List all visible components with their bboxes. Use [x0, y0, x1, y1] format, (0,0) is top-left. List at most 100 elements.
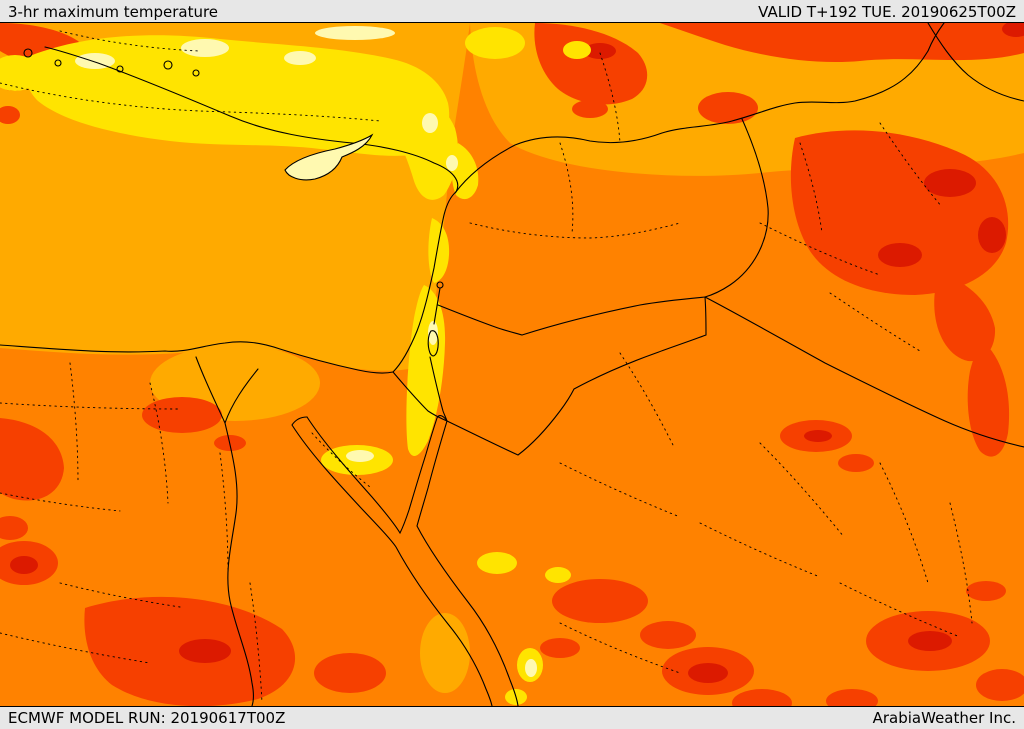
top-bar: 3-hr maximum temperature VALID T+192 TUE… — [0, 0, 1024, 23]
contour-region — [826, 689, 878, 706]
fill-layer-dark-red — [10, 23, 1024, 683]
turkish-lake — [192, 69, 200, 77]
contour-region — [314, 653, 386, 693]
dotted-boundary — [59, 30, 201, 52]
border-line — [704, 296, 1024, 448]
cyprus-island — [284, 133, 374, 181]
contour-region — [375, 78, 458, 200]
turkish-lake — [163, 60, 173, 70]
turkish-lake — [116, 65, 124, 73]
dotted-boundary — [69, 362, 79, 484]
contour-region — [422, 113, 438, 133]
contour-region — [732, 689, 792, 706]
contour-region — [534, 23, 648, 105]
contour-region — [908, 631, 952, 651]
turkish-lake — [23, 48, 33, 58]
valid-time-label: VALID T+192 TUE. 20190625T00Z — [758, 3, 1016, 21]
contour-region — [966, 581, 1006, 601]
dotted-boundary — [619, 352, 675, 448]
border-line — [521, 296, 706, 336]
contour-region — [0, 55, 40, 91]
nile-delta-river — [195, 356, 259, 706]
contour-region — [924, 169, 976, 197]
border-line — [429, 287, 448, 422]
dotted-boundary — [0, 82, 381, 122]
contour-region — [465, 27, 525, 59]
dotted-boundary — [949, 502, 973, 624]
contour-region — [477, 552, 517, 574]
map-canvas — [0, 23, 1024, 706]
contour-region — [878, 243, 922, 267]
border-line — [704, 118, 769, 298]
dotted-boundary — [149, 382, 169, 504]
contour-region — [0, 418, 64, 501]
contour-region — [24, 35, 450, 156]
red-sea-west-coastline — [291, 416, 493, 706]
contour-region — [572, 100, 608, 118]
contour-region — [540, 638, 580, 658]
contour-region — [420, 613, 470, 693]
contour-region — [428, 321, 438, 345]
contour-region — [179, 639, 231, 663]
dotted-boundary — [759, 222, 881, 276]
contour-region — [0, 106, 20, 124]
contour-region — [0, 516, 28, 540]
contour-region — [428, 218, 450, 283]
dotted-boundary — [311, 432, 371, 488]
temperature-map — [0, 23, 1024, 706]
contour-region — [804, 430, 832, 442]
contour-region — [284, 51, 316, 65]
contour-region — [446, 155, 458, 171]
dotted-boundary — [699, 522, 821, 578]
dotted-boundary — [59, 582, 181, 608]
fill-layer-yellow — [0, 27, 591, 705]
provider-credit: ArabiaWeather Inc. — [872, 709, 1016, 727]
contour-region — [688, 663, 728, 683]
turkish-lake — [54, 59, 62, 67]
contour-region — [978, 217, 1006, 253]
dotted-boundary — [559, 622, 681, 674]
dotted-boundary — [219, 452, 229, 574]
dotted-boundary — [879, 122, 943, 208]
dotted-boundary — [0, 632, 151, 664]
contour-region — [142, 397, 222, 433]
country-borders — [392, 23, 1024, 456]
bottom-bar: ECMWF MODEL RUN: 20190617T00Z ArabiaWeat… — [0, 706, 1024, 729]
contour-region — [1002, 23, 1024, 37]
contour-region — [698, 92, 758, 124]
contour-region — [181, 39, 229, 57]
contour-region — [584, 43, 616, 59]
mediterranean-coastline — [0, 46, 459, 374]
contour-region — [976, 669, 1024, 701]
dotted-boundary — [469, 222, 681, 239]
border-line — [392, 371, 448, 422]
map-title: 3-hr maximum temperature — [8, 3, 219, 21]
contour-region — [563, 41, 591, 59]
dotted-boundary — [0, 492, 121, 512]
dead-sea — [427, 330, 439, 357]
dotted-boundary — [879, 462, 929, 584]
contour-region — [660, 23, 1024, 63]
dotted-boundary — [799, 142, 823, 234]
contour-region — [545, 567, 571, 583]
contour-region — [451, 143, 479, 200]
dotted-boundary — [559, 462, 681, 518]
contour-region — [640, 621, 696, 649]
dotted-boundary — [839, 582, 961, 638]
dotted-admin-boundaries — [0, 30, 973, 704]
dotted-boundary — [829, 292, 921, 352]
dotted-boundary — [249, 582, 263, 704]
contour-region — [552, 579, 648, 623]
dotted-boundary — [559, 142, 574, 234]
border-line — [454, 23, 945, 194]
sinai-coastline — [306, 416, 438, 535]
contour-region — [934, 273, 996, 362]
model-run-label: ECMWF MODEL RUN: 20190617T00Z — [8, 709, 286, 727]
contour-region — [346, 450, 374, 462]
border-line — [446, 296, 707, 456]
red-sea-east-coastline — [416, 420, 519, 706]
contour-region — [315, 26, 395, 40]
fill-layer-pale-yellow — [75, 26, 537, 677]
contour-region — [838, 454, 874, 472]
